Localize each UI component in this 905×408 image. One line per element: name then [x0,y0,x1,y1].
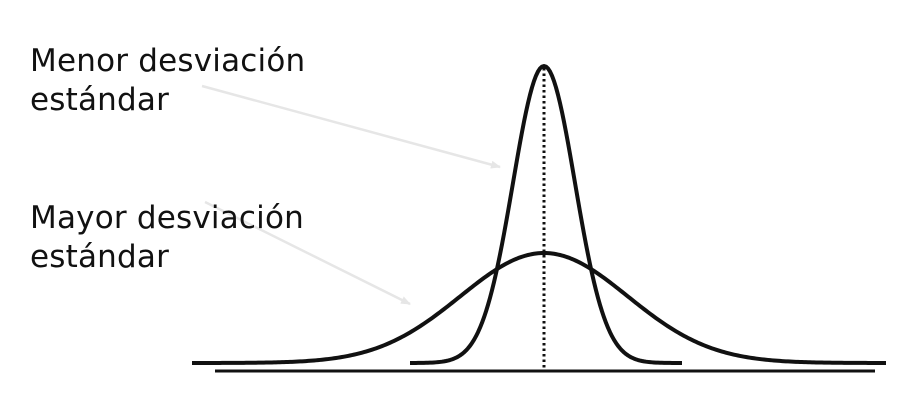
narrow-label-line1: Menor desviación [30,43,306,79]
narrow-curve-label: Menor desviación estándar [30,42,305,120]
arrow-to-narrow-curve [201,84,501,169]
narrow-distribution-curve [410,64,683,365]
wide-label-line2: estándar [30,239,170,275]
wide-label-line1: Mayor desviación [30,200,304,236]
narrow-label-line2: estándar [30,82,170,118]
wide-curve-label: Mayor desviación estándar [30,199,304,277]
arrow-to-wide-curve [204,200,411,306]
wide-distribution-curve [192,251,886,365]
